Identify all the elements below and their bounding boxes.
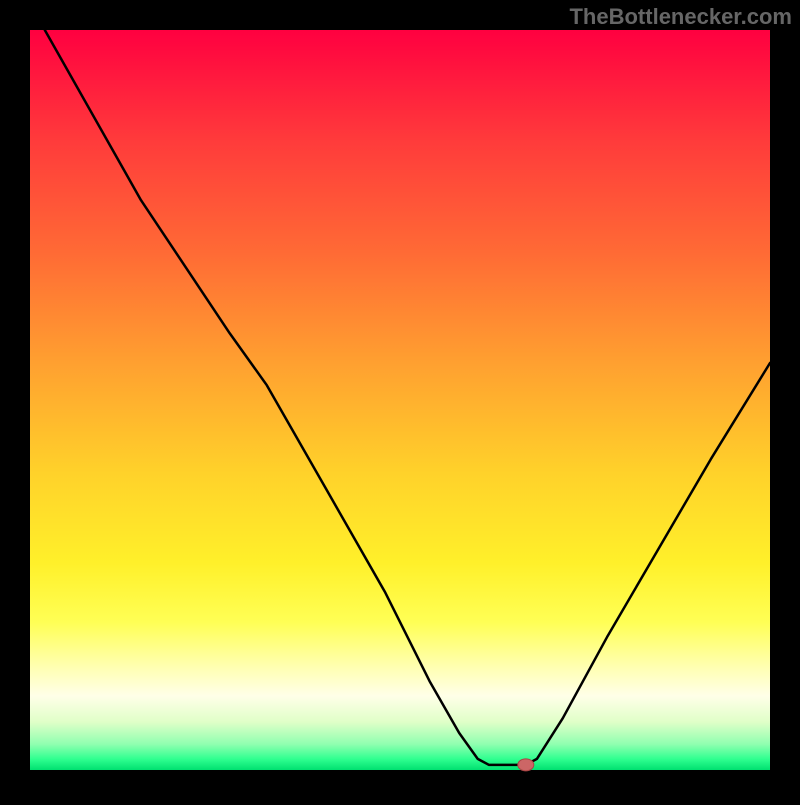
- optimal-marker: [518, 759, 534, 771]
- chart-svg: [0, 0, 800, 800]
- plot-background: [30, 30, 770, 770]
- bottleneck-chart: [0, 0, 800, 805]
